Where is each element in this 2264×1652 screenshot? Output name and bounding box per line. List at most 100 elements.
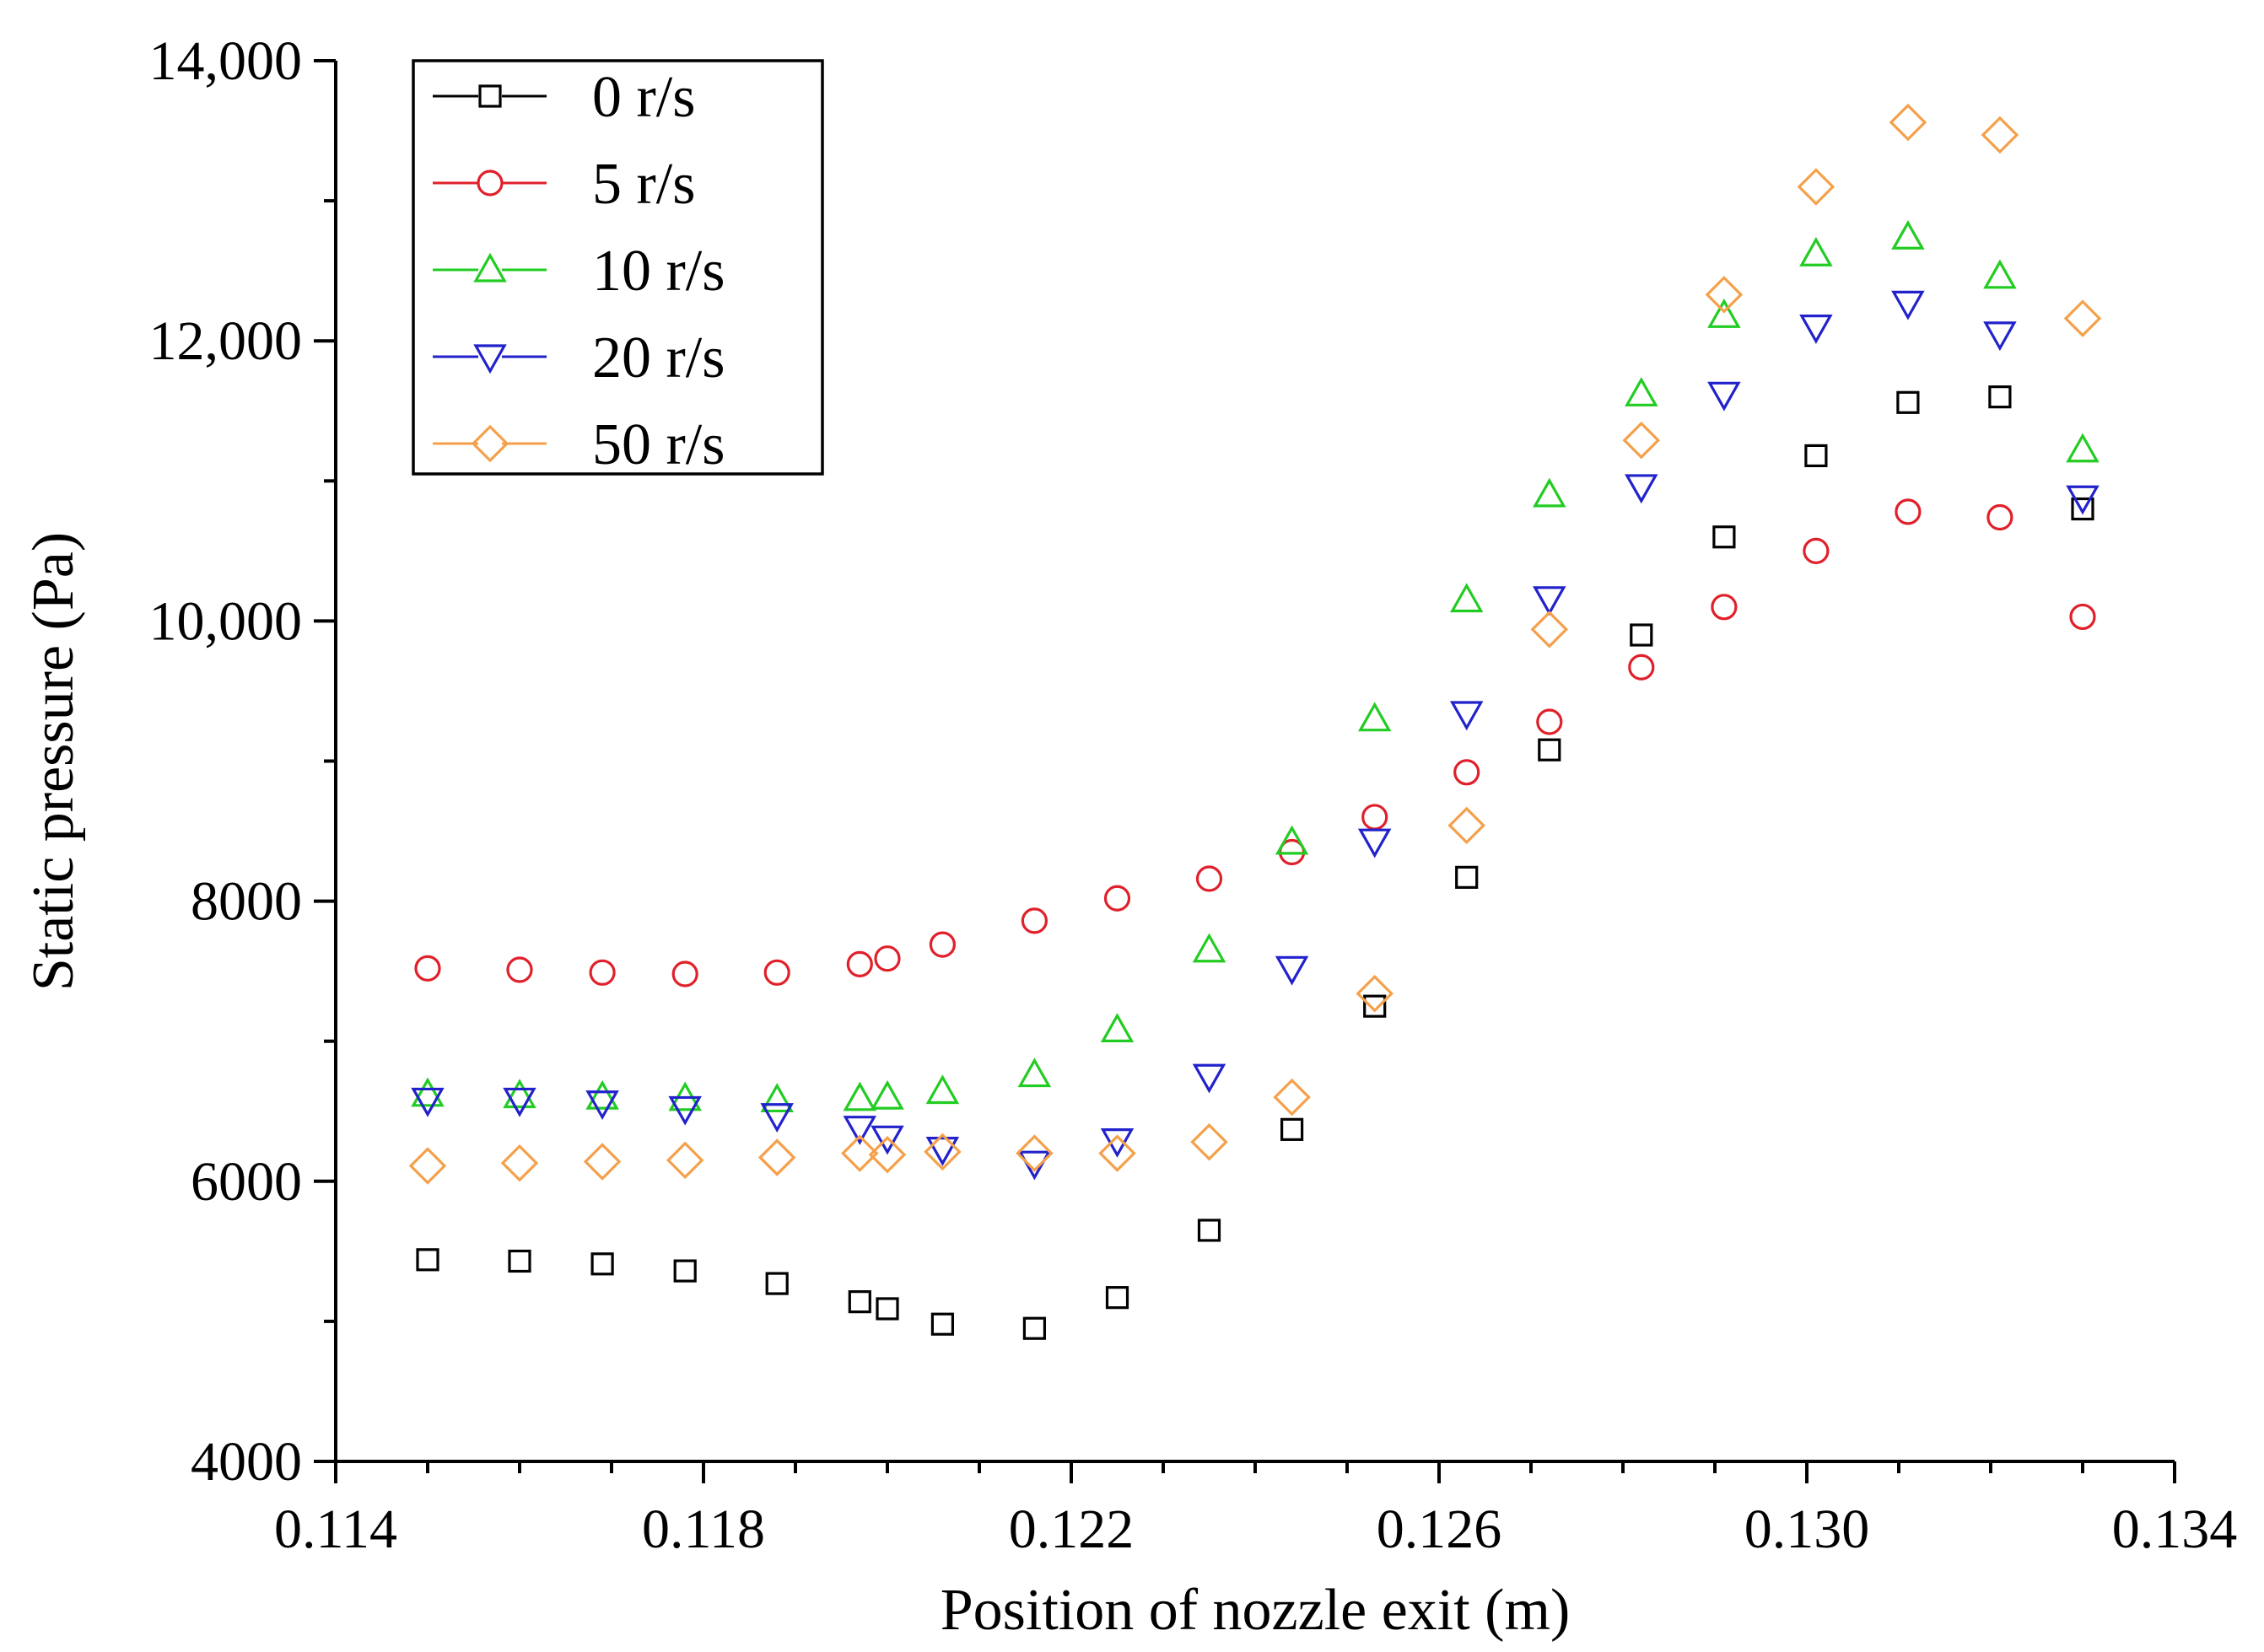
data-point bbox=[1195, 865, 1223, 892]
legend-label-4: 50 r/s bbox=[592, 412, 725, 477]
data-point bbox=[414, 955, 441, 982]
data-point bbox=[757, 1138, 796, 1176]
data-point bbox=[408, 1147, 447, 1185]
data-point bbox=[925, 1136, 960, 1166]
data-point bbox=[1453, 759, 1480, 786]
data-point bbox=[925, 1074, 960, 1105]
x-axis-title: Position of nozzle exit (m) bbox=[941, 1578, 1571, 1643]
x-tick-label: 0.118 bbox=[642, 1499, 765, 1560]
data-point bbox=[1275, 825, 1309, 855]
data-point bbox=[1017, 1057, 1052, 1088]
data-point bbox=[871, 1079, 904, 1110]
data-point bbox=[506, 956, 533, 983]
legend-label-1: 5 r/s bbox=[592, 152, 696, 217]
data-point bbox=[1707, 299, 1741, 328]
data-point bbox=[1988, 385, 2012, 409]
data-point bbox=[1530, 611, 1569, 648]
data-point bbox=[930, 1312, 955, 1336]
data-point bbox=[1799, 314, 1833, 344]
data-point bbox=[1363, 994, 1387, 1018]
x-tick-label: 0.130 bbox=[1744, 1499, 1870, 1560]
data-point bbox=[763, 959, 790, 986]
data-point bbox=[1622, 421, 1661, 460]
data-point bbox=[1022, 1316, 1047, 1340]
data-point bbox=[1891, 220, 1925, 250]
data-point bbox=[848, 1290, 871, 1314]
data-point bbox=[2063, 299, 2102, 337]
data-point bbox=[1533, 477, 1566, 508]
x-axis-ticks: 0.114 0.118 0.122 0.126 0.130 0.134 bbox=[274, 1461, 2237, 1560]
data-point bbox=[503, 1079, 536, 1109]
data-point bbox=[671, 961, 698, 987]
data-point bbox=[1803, 537, 1830, 564]
data-point bbox=[411, 1087, 445, 1117]
data-point bbox=[1983, 259, 2017, 289]
y-axis-title: Static pressure (Pa) bbox=[21, 532, 86, 991]
data-point bbox=[1538, 738, 1561, 761]
data-point bbox=[1891, 290, 1925, 320]
data-point bbox=[841, 1134, 879, 1172]
data-point bbox=[673, 1259, 697, 1283]
data-point bbox=[1896, 390, 1920, 414]
y-tick-label: 8000 bbox=[191, 871, 302, 933]
legend-marker-bg bbox=[478, 79, 502, 113]
data-point bbox=[1625, 377, 1658, 406]
data-point bbox=[871, 1125, 904, 1155]
legend-item: 0 r/s bbox=[433, 65, 696, 130]
data-point bbox=[1707, 381, 1741, 412]
data-point bbox=[1455, 865, 1479, 889]
data-point bbox=[2066, 433, 2100, 463]
legend-item: 20 r/s bbox=[433, 326, 725, 390]
data-point bbox=[2066, 485, 2100, 515]
data-point bbox=[589, 959, 616, 986]
data-point bbox=[411, 1077, 445, 1107]
legend-label-3: 20 r/s bbox=[592, 326, 725, 390]
legend-marker-0 bbox=[478, 84, 502, 108]
data-point bbox=[1536, 708, 1563, 735]
data-point bbox=[1016, 1134, 1054, 1172]
series-4 bbox=[408, 103, 2102, 1185]
data-point bbox=[1986, 503, 2013, 531]
data-point bbox=[416, 1248, 439, 1272]
data-point bbox=[1449, 583, 1484, 613]
x-tick-label: 0.134 bbox=[2112, 1499, 2238, 1560]
legend-marker-4 bbox=[471, 424, 509, 463]
data-point bbox=[1533, 586, 1566, 616]
legend-marker-2 bbox=[473, 252, 507, 283]
data-point bbox=[508, 1249, 531, 1273]
data-point bbox=[843, 1081, 877, 1111]
data-point bbox=[876, 1297, 899, 1321]
data-point bbox=[1356, 974, 1393, 1013]
plot-area bbox=[408, 103, 2102, 1340]
data-point bbox=[1797, 168, 1835, 206]
data-point bbox=[590, 1252, 614, 1276]
data-point bbox=[1105, 1286, 1129, 1310]
data-point bbox=[1889, 103, 1927, 142]
data-point bbox=[1895, 498, 1922, 525]
data-point bbox=[868, 1135, 907, 1174]
data-point bbox=[1712, 525, 1736, 549]
data-point bbox=[585, 1090, 619, 1121]
data-point bbox=[1273, 1078, 1311, 1117]
data-point bbox=[760, 1103, 794, 1133]
data-point bbox=[1357, 702, 1392, 732]
data-point bbox=[1103, 885, 1131, 912]
data-point bbox=[666, 1141, 704, 1180]
y-tick-label: 4000 bbox=[191, 1431, 302, 1493]
y-axis-ticks: 4000 6000 8000 10,000 12,000 14,000 bbox=[149, 30, 336, 1493]
data-point bbox=[846, 950, 873, 977]
y-tick-label: 10,000 bbox=[149, 590, 303, 652]
data-point bbox=[1197, 1219, 1221, 1242]
legend-label-0: 0 r/s bbox=[592, 65, 696, 130]
data-point bbox=[843, 1116, 877, 1145]
y-tick-label: 6000 bbox=[191, 1151, 302, 1213]
series-1 bbox=[414, 498, 2096, 987]
legend-marker-1 bbox=[477, 170, 504, 196]
data-point bbox=[1280, 1117, 1304, 1141]
data-point bbox=[1705, 276, 1744, 314]
data-point bbox=[1711, 594, 1738, 621]
data-point bbox=[585, 1079, 619, 1110]
data-point bbox=[1357, 828, 1392, 858]
data-point bbox=[1630, 623, 1653, 647]
